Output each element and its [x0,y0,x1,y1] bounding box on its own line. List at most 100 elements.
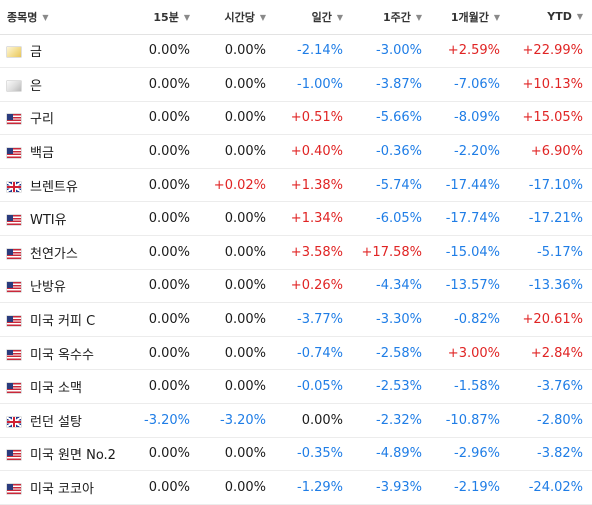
change-ytd: +2.84% [530,345,583,361]
table-row[interactable]: 미국 원면 No.2 0.00% 0.00% -0.35% -4.89% -2.96% -3… [0,437,592,471]
table-row[interactable]: WTI유 0.00% 0.00% +1.34% -6.05% -17.74% -17.21% [0,202,592,236]
table-row[interactable]: 미국 소맥 0.00% 0.00% -0.05% -2.53% -1.58% -3.76% [0,370,592,404]
commodity-name-link[interactable]: 백금 [30,146,54,162]
commodity-name-link[interactable]: WTI유 [30,213,67,229]
column-header-ytd[interactable]: YTD ▼ [509,0,592,35]
commodity-name-link[interactable]: 미국 원면 No.2 [30,448,116,464]
change-15min: 0.00% [148,177,190,193]
change-15min: 0.00% [148,312,190,328]
column-header-hourly[interactable]: 시간당 ▼ [199,0,275,35]
change-monthly: -2.96% [454,446,500,462]
change-hourly: 0.00% [224,446,266,462]
commodity-name-cell[interactable]: 미국 옥수수 [0,336,131,370]
change-weekly: +17.58% [361,244,422,260]
commodity-name-link[interactable]: 미국 코코아 [30,482,94,498]
change-monthly: -10.87% [445,412,500,428]
change-monthly: +3.00% [447,345,500,361]
change-15min: 0.00% [148,379,190,395]
change-daily: +0.51% [290,110,343,126]
column-header-label: 종목명 [7,10,38,24]
uk-flag-icon [7,181,21,192]
table-row[interactable]: 런던 설탕 -3.20% -3.20% 0.00% -2.32% -10.87% -2.80… [0,404,592,438]
change-15min: 0.00% [148,446,190,462]
column-header-label: 1주간 [382,10,411,24]
commodity-name-link[interactable]: 난방유 [30,280,66,296]
commodity-name-cell[interactable]: WTI유 [0,202,131,236]
change-monthly: -7.06% [454,76,500,92]
change-ytd: +6.90% [530,144,583,160]
change-weekly: -2.32% [376,412,422,428]
commodity-name-link[interactable]: 은 [30,78,42,94]
column-header-label: YTD [547,10,572,24]
change-daily: -1.29% [297,480,343,496]
table-row[interactable]: 미국 코코아 0.00% 0.00% -1.29% -3.93% -2.19% -24.02… [0,471,592,505]
table-row[interactable]: 난방유 0.00% 0.00% +0.26% -4.34% -13.57% -13.36% [0,269,592,303]
commodity-name-cell[interactable]: 구리 [0,101,131,135]
change-monthly: -0.82% [454,312,500,328]
us-flag-icon [7,383,21,394]
change-15min: 0.00% [148,345,190,361]
change-weekly: -6.05% [376,211,422,227]
change-daily: -0.05% [297,379,343,395]
table-row[interactable]: 은 0.00% 0.00% -1.00% -3.87% -7.06% +10.13% [0,68,592,102]
table-row[interactable]: 백금 0.00% 0.00% +0.40% -0.36% -2.20% +6.90% [0,135,592,169]
commodity-name-link[interactable]: 천연가스 [30,246,78,262]
commodity-name-cell[interactable]: 난방유 [0,269,131,303]
change-weekly: -3.30% [376,312,422,328]
column-header-weekly[interactable]: 1주간 ▼ [352,0,431,35]
commodity-name-link[interactable]: 미국 옥수수 [30,347,94,363]
commodity-name-link[interactable]: 런던 설탕 [30,414,82,430]
change-daily: +0.40% [290,144,343,160]
change-15min: 0.00% [148,278,190,294]
commodity-name-link[interactable]: 미국 커피 C [30,314,96,330]
commodity-name-link[interactable]: 구리 [30,112,54,128]
change-daily: +1.34% [290,211,343,227]
commodity-name-link[interactable]: 미국 소맥 [30,381,82,397]
change-15min: 0.00% [148,76,190,92]
change-weekly: -3.87% [376,76,422,92]
table-row[interactable]: 미국 옥수수 0.00% 0.00% -0.74% -2.58% +3.00% +2.84% [0,336,592,370]
change-daily: -2.14% [297,43,343,59]
silver-icon [7,80,21,91]
change-daily: -1.00% [297,76,343,92]
table-row[interactable]: 미국 커피 C 0.00% 0.00% -3.77% -3.30% -0.82% +20.6… [0,303,592,337]
change-ytd: -24.02% [528,480,583,496]
sort-caret-icon: ▼ [183,12,190,22]
commodity-name-link[interactable]: 금 [30,45,42,61]
commodity-name-cell[interactable]: 미국 소맥 [0,370,131,404]
sort-caret-icon: ▼ [42,12,49,22]
column-header-daily[interactable]: 일간 ▼ [275,0,352,35]
change-monthly: +2.59% [447,43,500,59]
change-15min: 0.00% [148,144,190,160]
sort-caret-icon: ▼ [415,12,422,22]
change-hourly: 0.00% [224,379,266,395]
change-daily: -0.74% [297,345,343,361]
change-15min: 0.00% [148,480,190,496]
table-row[interactable]: 브렌트유 0.00% +0.02% +1.38% -5.74% -17.44% -17.10… [0,168,592,202]
change-daily: +3.58% [290,244,343,260]
commodity-name-cell[interactable]: 미국 코코아 [0,471,131,505]
column-header-name[interactable]: 종목명 ▼ [0,0,131,35]
sort-caret-icon: ▼ [336,12,343,22]
commodity-name-cell[interactable]: 금 [0,34,131,68]
change-monthly: -15.04% [445,244,500,260]
table-row[interactable]: 금 0.00% 0.00% -2.14% -3.00% +2.59% +22.99% [0,34,592,68]
change-monthly: -8.09% [454,110,500,126]
commodity-name-cell[interactable]: 은 [0,68,131,102]
column-header-15min[interactable]: 15분 ▼ [131,0,199,35]
column-header-monthly[interactable]: 1개월간 ▼ [431,0,509,35]
change-monthly: -2.19% [454,480,500,496]
commodity-name-cell[interactable]: 미국 커피 C [0,303,131,337]
change-hourly: 0.00% [224,144,266,160]
commodity-name-cell[interactable]: 백금 [0,135,131,169]
change-daily: -3.77% [297,312,343,328]
commodity-name-cell[interactable]: 천연가스 [0,236,131,270]
table-row[interactable]: 천연가스 0.00% 0.00% +3.58% +17.58% -15.04% -5.17% [0,236,592,270]
uk-flag-icon [7,416,21,427]
commodity-name-cell[interactable]: 미국 원면 No.2 [0,437,131,471]
table-row[interactable]: 구리 0.00% 0.00% +0.51% -5.66% -8.09% +15.05% [0,101,592,135]
commodity-name-cell[interactable]: 런던 설탕 [0,404,131,438]
commodity-name-link[interactable]: 브렌트유 [30,179,78,195]
commodity-name-cell[interactable]: 브렌트유 [0,168,131,202]
